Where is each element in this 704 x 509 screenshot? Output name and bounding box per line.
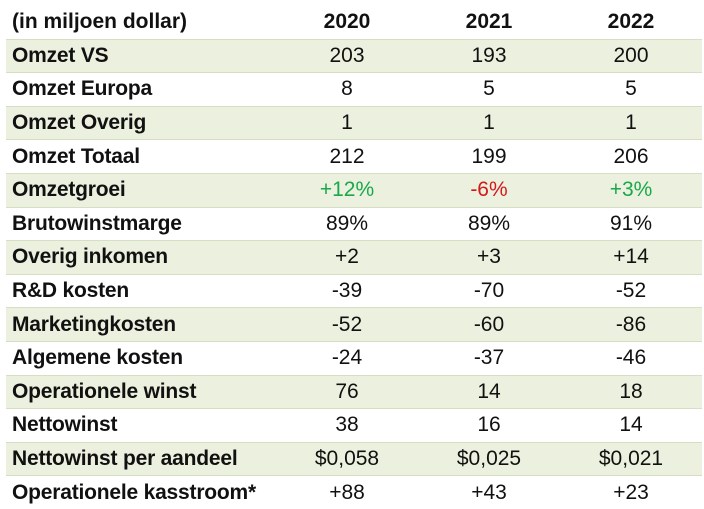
table-row: Brutowinstmarge 89% 89% 91% <box>6 206 702 241</box>
header-row: (in miljoen dollar) 2020 2021 2022 <box>6 6 702 39</box>
table-row: Algemene kosten -24 -37 -46 <box>6 340 702 376</box>
row-value: +23 <box>560 475 702 509</box>
table-row: Overig inkomen +2 +3 +14 <box>6 240 702 275</box>
row-value: 14 <box>418 374 560 409</box>
row-value: +12% <box>276 172 418 208</box>
row-label: Brutowinstmarge <box>6 206 276 241</box>
row-value: $0,058 <box>276 441 418 476</box>
row-value: +3 <box>418 240 560 275</box>
table-row: Nettowinst 38 16 14 <box>6 408 702 443</box>
row-label: Marketingkosten <box>6 307 276 342</box>
row-value: -60 <box>418 307 560 342</box>
row-label: Nettowinst per aandeel <box>6 441 276 476</box>
row-value: 89% <box>418 206 560 241</box>
row-value: 91% <box>560 206 702 241</box>
row-label: Operationele winst <box>6 374 276 409</box>
row-value: 199 <box>418 139 560 174</box>
row-label: Overig inkomen <box>6 240 276 275</box>
row-value: 8 <box>276 72 418 107</box>
row-label: Omzet Totaal <box>6 139 276 174</box>
financial-table: (in miljoen dollar) 2020 2021 2022 Omzet… <box>6 6 702 509</box>
row-value: 200 <box>560 38 702 73</box>
row-value: -6% <box>418 172 560 208</box>
row-value: +14 <box>560 240 702 275</box>
row-value: $0,021 <box>560 441 702 476</box>
table-row: Omzet Totaal 212 199 206 <box>6 139 702 174</box>
table-row: Omzet VS 203 193 200 <box>6 38 702 73</box>
row-value: -52 <box>276 307 418 342</box>
table-row: R&D kosten -39 -70 -52 <box>6 273 702 308</box>
row-value: 1 <box>276 105 418 140</box>
row-label: Omzetgroei <box>6 172 276 208</box>
row-value: 5 <box>418 72 560 107</box>
row-value: 206 <box>560 139 702 174</box>
row-value: 14 <box>560 408 702 443</box>
row-label: Operationele kasstroom* <box>6 475 276 509</box>
row-value: 38 <box>276 408 418 443</box>
table-row: Omzet Overig 1 1 1 <box>6 105 702 140</box>
row-value: 76 <box>276 374 418 409</box>
table-row: Operationele winst 76 14 18 <box>6 374 702 409</box>
row-value: +43 <box>418 475 560 509</box>
row-value: -70 <box>418 273 560 308</box>
row-value: +3% <box>560 172 702 208</box>
row-value: 1 <box>560 105 702 140</box>
row-label: Algemene kosten <box>6 340 276 376</box>
row-value: +88 <box>276 475 418 509</box>
header-year-2020: 2020 <box>323 10 371 34</box>
table-row: Operationele kasstroom* +88 +43 +23 <box>6 475 702 509</box>
row-label: Omzet Overig <box>6 105 276 140</box>
row-value: 89% <box>276 206 418 241</box>
row-value: -46 <box>560 340 702 376</box>
row-label: R&D kosten <box>6 273 276 308</box>
row-value: 18 <box>560 374 702 409</box>
row-label: Omzet Europa <box>6 72 276 107</box>
row-value: 193 <box>418 38 560 73</box>
row-value: 203 <box>276 38 418 73</box>
row-label: Nettowinst <box>6 408 276 443</box>
row-label: Omzet VS <box>6 38 276 73</box>
row-value: +2 <box>276 240 418 275</box>
row-value: 1 <box>418 105 560 140</box>
row-value: 5 <box>560 72 702 107</box>
table-row: Omzetgroei +12% -6% +3% <box>6 172 702 208</box>
row-value: -37 <box>418 340 560 376</box>
header-year-2022: 2022 <box>607 10 655 34</box>
header-label: (in miljoen dollar) <box>12 10 188 34</box>
row-value: 212 <box>276 139 418 174</box>
row-value: -86 <box>560 307 702 342</box>
row-value: -39 <box>276 273 418 308</box>
row-value: 16 <box>418 408 560 443</box>
table-row: Nettowinst per aandeel $0,058 $0,025 $0,021 <box>6 441 702 476</box>
row-value: $0,025 <box>418 441 560 476</box>
table-row: Marketingkosten -52 -60 -86 <box>6 307 702 342</box>
row-value: -24 <box>276 340 418 376</box>
row-value: -52 <box>560 273 702 308</box>
header-year-2021: 2021 <box>465 10 513 34</box>
table-row: Omzet Europa 8 5 5 <box>6 72 702 107</box>
